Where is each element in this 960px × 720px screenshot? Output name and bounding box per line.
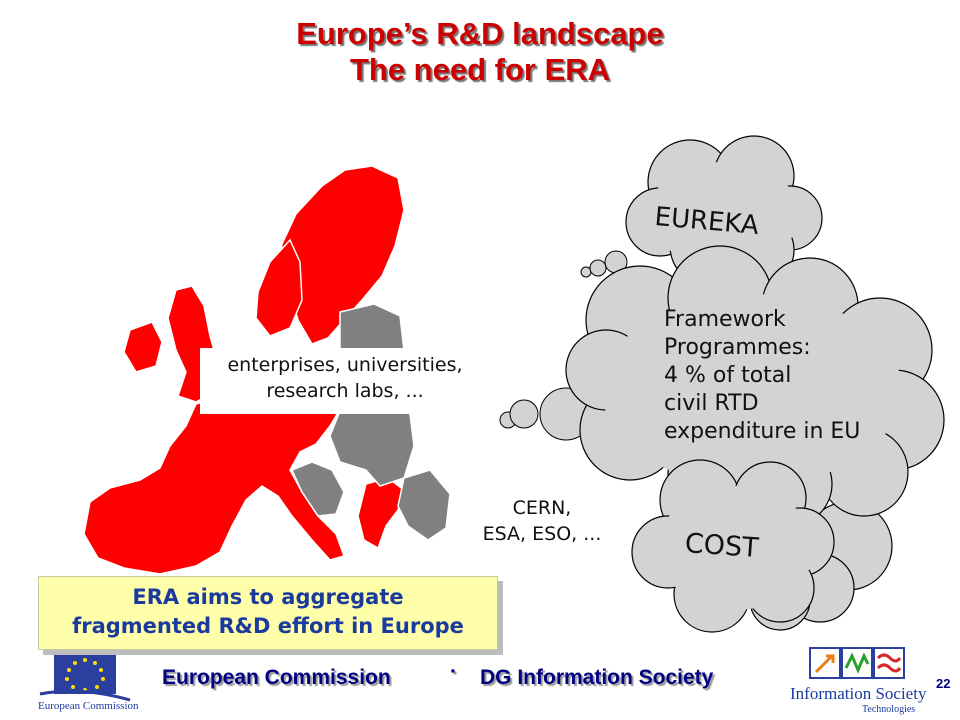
ec-logo (39, 654, 131, 702)
other-orgs-line2: ESA, ESO, ... (482, 523, 602, 545)
ist-logo-text: Information Society (790, 684, 927, 703)
ec-logo-caption: European Commission (38, 700, 139, 712)
era-line2: fragmented R&D effort in Europe (72, 614, 464, 638)
map-caption-line1: enterprises, universities, (227, 354, 463, 376)
ist-logo (809, 647, 905, 679)
era-line1: ERA aims to aggregate (132, 585, 404, 609)
map-norway (255, 238, 303, 337)
map-ireland (123, 321, 163, 373)
framework-line: civil RTD (664, 391, 759, 416)
framework-line: 4 % of total (664, 363, 792, 388)
cost-label: COST (683, 528, 760, 565)
map-greece (357, 477, 405, 550)
footer-separator: · (450, 660, 457, 683)
slide-number: 22 (936, 676, 951, 691)
eureka-cloud (625, 135, 823, 287)
ist-logo-subtext: Technologies (862, 704, 916, 715)
other-orgs-line1: CERN, (512, 497, 572, 519)
footer-european-commission: European Commission (162, 666, 391, 689)
framework-line: expenditure in EU (664, 419, 861, 444)
framework-line: Framework (664, 307, 786, 332)
era-callout-box: ERA aims to aggregate fragmented R&D eff… (38, 576, 498, 650)
slide-title-line2: The need for ERA (349, 52, 611, 87)
cost-cloud (631, 459, 835, 633)
other-organisations-label: CERN, ESA, ESO, ... (462, 495, 622, 547)
footer-dg-information-society: DG Information Society (480, 666, 714, 689)
framework-programmes-label: Framework Programmes: 4 % of total civil… (664, 306, 860, 446)
map-caption: enterprises, universities, research labs… (200, 348, 490, 414)
bubble-trail-top (580, 250, 628, 278)
map-caption-line2: research labs, ... (266, 380, 424, 402)
framework-line: Programmes: (664, 335, 811, 360)
bubble-trail-middle (499, 387, 593, 441)
slide-title-line1: Europe’s R&D landscape (296, 16, 664, 51)
